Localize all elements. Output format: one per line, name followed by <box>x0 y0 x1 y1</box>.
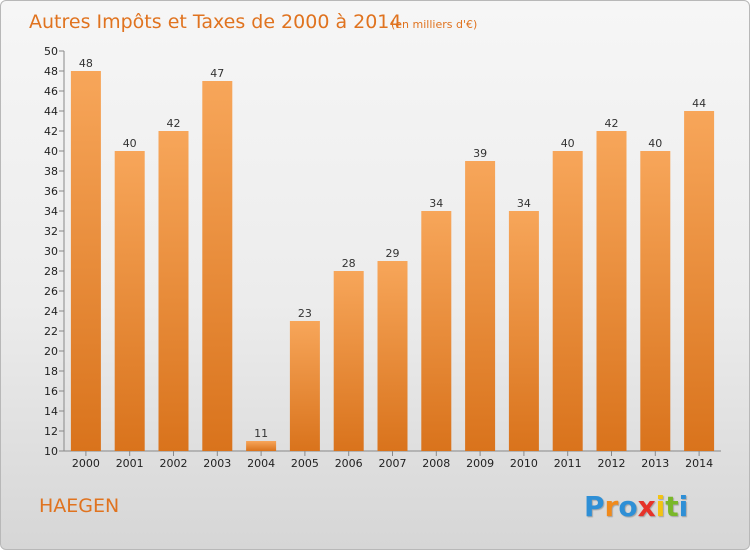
y-axis: 10 12 14 16 18 20 22 24 26 28 30 32 34 36 38 40 42 44 46 48… <box>44 45 721 458</box>
y-tick-label: 14 <box>44 405 58 418</box>
logo-letter: i <box>678 490 689 523</box>
bar <box>158 131 189 451</box>
y-tick-label: 38 <box>44 165 58 178</box>
bar <box>684 111 715 451</box>
bar <box>70 71 101 451</box>
y-tick-label: 24 <box>44 305 58 318</box>
y-tick-label: 26 <box>44 285 58 298</box>
logo-letter: t <box>665 490 679 523</box>
bar <box>289 321 320 451</box>
bar-value-label: 23 <box>298 307 312 320</box>
x-tick-label: 2013 <box>641 457 669 470</box>
proxiti-logo: Proxiti <box>584 490 688 523</box>
x-tick-label: 2007 <box>379 457 407 470</box>
x-tick-label: 2006 <box>335 457 363 470</box>
y-tick-label: 12 <box>44 425 58 438</box>
y-tick-label: 50 <box>44 45 58 58</box>
chart-title: Autres Impôts et Taxes de 2000 à 2014 <box>29 11 402 33</box>
bar <box>333 271 364 451</box>
y-tick-label: 36 <box>44 185 58 198</box>
y-tick-label: 40 <box>44 145 58 158</box>
y-tick-label: 22 <box>44 325 58 338</box>
y-tick-label: 18 <box>44 365 58 378</box>
bar-value-label: 34 <box>517 197 531 210</box>
bar <box>421 211 452 451</box>
x-tick-label: 2000 <box>72 457 100 470</box>
x-tick-label: 2011 <box>554 457 582 470</box>
y-tick-label: 28 <box>44 265 58 278</box>
x-tick-label: 2012 <box>598 457 626 470</box>
x-tick-label: 2005 <box>291 457 319 470</box>
bar-value-label: 40 <box>123 137 137 150</box>
chart-subtitle: (en milliers d'€) <box>391 18 477 31</box>
y-tick-label: 30 <box>44 245 58 258</box>
bar-value-label: 34 <box>429 197 443 210</box>
logo-letter: i <box>655 490 666 523</box>
logo-letter: x <box>637 490 656 523</box>
x-tick-label: 2009 <box>466 457 494 470</box>
y-tick-label: 46 <box>44 85 58 98</box>
bar-value-label: 48 <box>79 57 93 70</box>
x-tick-label: 2014 <box>685 457 713 470</box>
bar-value-label: 44 <box>692 97 706 110</box>
bar <box>465 161 496 451</box>
x-tick-label: 2004 <box>247 457 275 470</box>
y-tick-label: 20 <box>44 345 58 358</box>
x-tick-label: 2002 <box>160 457 188 470</box>
logo-letter: P <box>584 490 605 523</box>
y-tick-label: 42 <box>44 125 58 138</box>
y-tick-label: 16 <box>44 385 58 398</box>
y-tick-label: 48 <box>44 65 58 78</box>
x-axis: 2000 2001 2002 2003 2004 2005 2006 2007 2008 2009… <box>72 451 713 470</box>
logo-letter: r <box>604 490 619 523</box>
x-tick-label: 2003 <box>203 457 231 470</box>
y-tick-label: 10 <box>44 445 58 458</box>
y-tick-label: 44 <box>44 105 58 118</box>
x-tick-label: 2008 <box>422 457 450 470</box>
bar <box>640 151 671 451</box>
bar <box>596 131 627 451</box>
commune-name: HAEGEN <box>39 495 120 517</box>
bar-value-label: 39 <box>473 147 487 160</box>
bar-value-label: 29 <box>386 247 400 260</box>
bar-value-label: 42 <box>167 117 181 130</box>
bar-value-label: 28 <box>342 257 356 270</box>
bars: 48 40 42 47 11 23 28 29 34 39 34 40 42 40 44 <box>70 57 715 451</box>
bar <box>552 151 583 451</box>
bar-value-label: 11 <box>254 427 268 440</box>
bar <box>202 81 233 451</box>
bar-value-label: 47 <box>210 67 224 80</box>
bar-value-label: 40 <box>561 137 575 150</box>
bar <box>508 211 539 451</box>
x-tick-label: 2001 <box>116 457 144 470</box>
bar <box>246 441 277 451</box>
y-tick-label: 34 <box>44 205 58 218</box>
y-tick-label: 32 <box>44 225 58 238</box>
bar <box>377 261 408 451</box>
logo-letter: o <box>618 490 638 523</box>
bar-value-label: 42 <box>605 117 619 130</box>
x-tick-label: 2010 <box>510 457 538 470</box>
bar <box>114 151 145 451</box>
bar-value-label: 40 <box>648 137 662 150</box>
